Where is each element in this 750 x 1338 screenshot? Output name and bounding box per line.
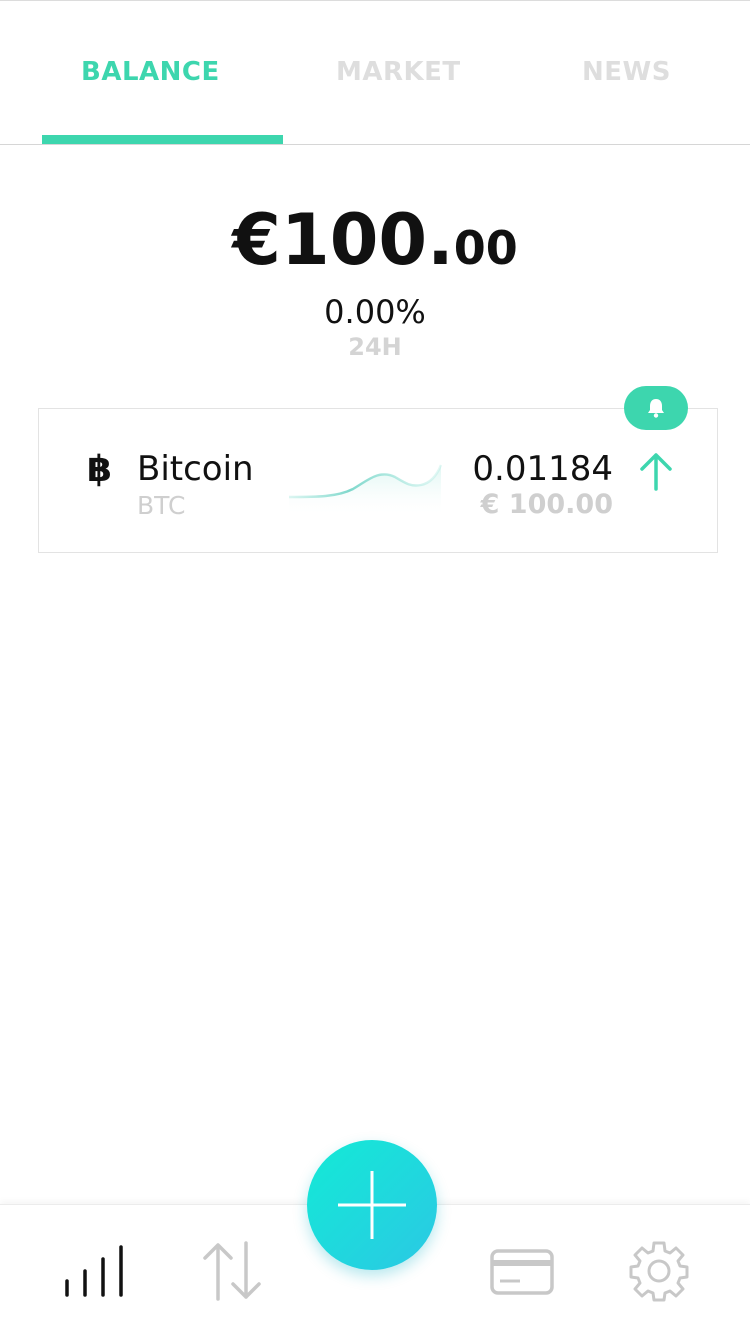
plus-icon	[338, 1171, 406, 1239]
tab-news[interactable]: NEWS	[582, 57, 671, 87]
credit-card-icon	[490, 1249, 554, 1295]
active-tab-indicator	[42, 135, 283, 145]
balance-amount-decimals: 00	[453, 221, 518, 275]
balance-currency-symbol: €	[232, 199, 281, 281]
total-balance: €100.00	[0, 205, 750, 275]
nav-balance[interactable]	[58, 1245, 128, 1297]
balance-change-percent: 0.00%	[324, 293, 426, 331]
tab-bar-divider	[0, 144, 750, 145]
price-sparkline	[288, 464, 443, 517]
nav-cards[interactable]	[490, 1247, 554, 1297]
tab-bar: BALANCE MARKET NEWS	[0, 1, 750, 145]
asset-fiat-value: € 100.00	[480, 489, 613, 520]
balance-period: 24H	[348, 333, 402, 361]
arrow-up-icon	[640, 453, 672, 491]
asset-name: Bitcoin	[137, 449, 254, 489]
nav-settings[interactable]	[628, 1239, 690, 1303]
asset-row-bitcoin[interactable]: ฿ Bitcoin BTC 0.01184 € 100.00	[38, 408, 718, 553]
gear-icon	[629, 1241, 689, 1302]
transfer-arrows-icon	[203, 1241, 261, 1301]
tab-balance[interactable]: BALANCE	[81, 57, 220, 87]
balance-summary: €100.00 0.00% 24H	[0, 205, 750, 361]
asset-holding-amount: 0.01184	[472, 449, 613, 489]
balance-amount-integer: 100.	[280, 199, 454, 281]
add-button[interactable]	[307, 1140, 437, 1270]
bell-icon	[648, 399, 664, 418]
top-divider	[0, 0, 750, 1]
nav-transfer[interactable]	[200, 1241, 266, 1301]
price-alert-button[interactable]	[624, 386, 688, 430]
bitcoin-icon: ฿	[87, 449, 113, 490]
tab-market[interactable]: MARKET	[336, 57, 461, 87]
bar-chart-icon	[65, 1245, 123, 1297]
asset-symbol: BTC	[137, 491, 186, 520]
